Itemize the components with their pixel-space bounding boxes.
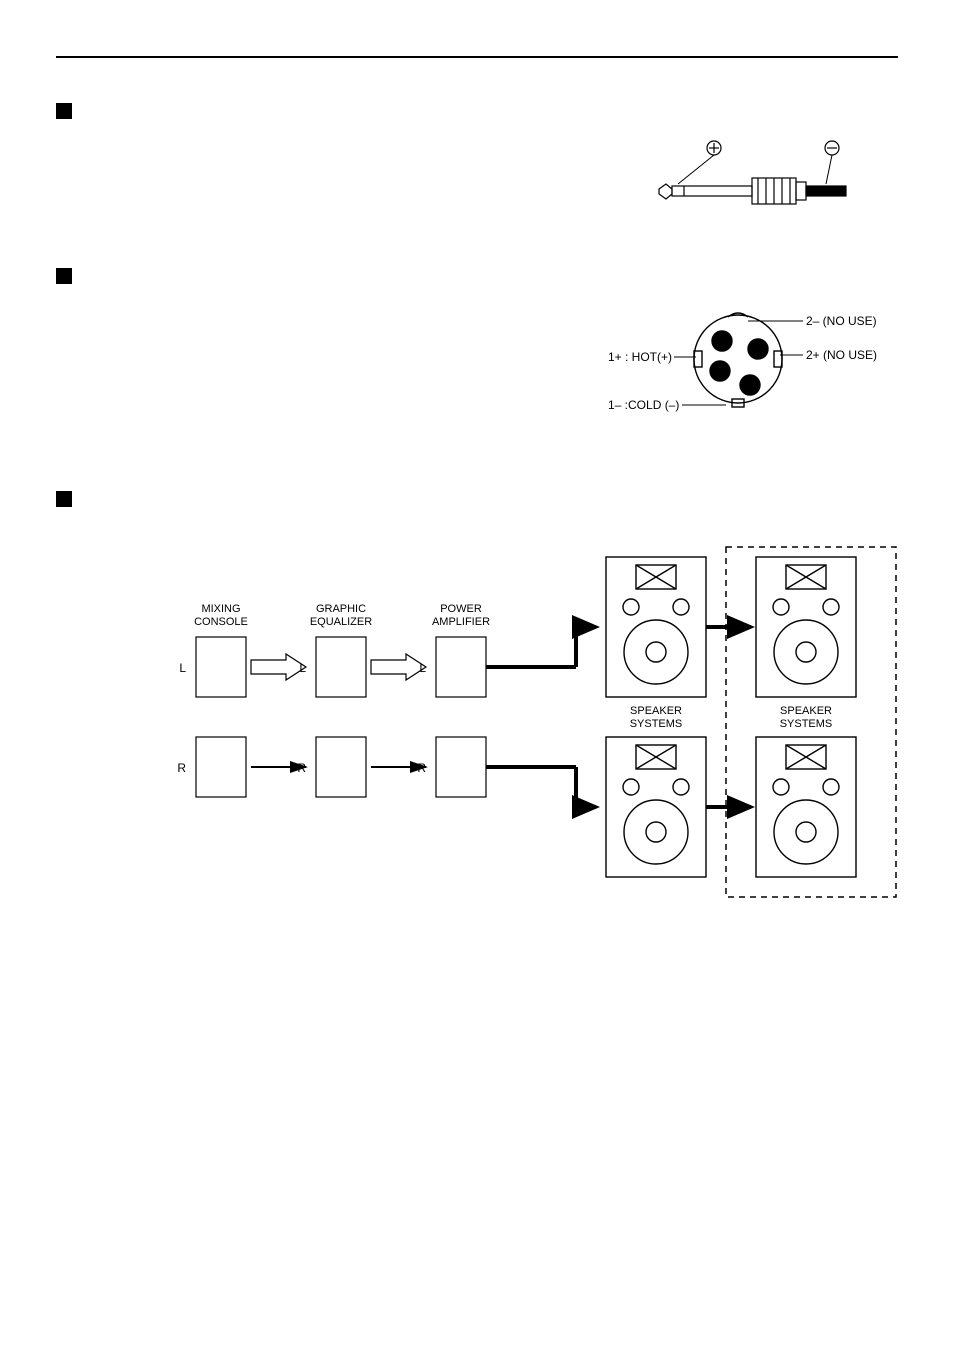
label-2plus: 2+ (NO USE): [806, 348, 877, 362]
page: 2– (NO USE) 2+ (NO USE) 1+ : HOT(+) 1– :…: [0, 0, 954, 1007]
square-bullet-icon: [56, 268, 72, 284]
svg-text:SPEAKER: SPEAKER: [630, 705, 682, 717]
label-2minus: 2– (NO USE): [806, 314, 877, 328]
page-title: [56, 50, 898, 58]
svg-text:CONSOLE: CONSOLE: [194, 616, 248, 628]
svg-text:SPEAKER: SPEAKER: [780, 705, 832, 717]
fullrange-flow-diagram: MIXING CONSOLE GRAPHIC EQUALIZER POWER A…: [156, 542, 898, 907]
svg-text:L: L: [179, 661, 186, 675]
svg-text:EQUALIZER: EQUALIZER: [310, 616, 372, 628]
section-fullrange: MIXING CONSOLE GRAPHIC EQUALIZER POWER A…: [56, 488, 898, 907]
heading-neutrik: [56, 265, 898, 289]
label-eq: GRAPHIC: [316, 603, 366, 615]
svg-text:SYSTEMS: SYSTEMS: [780, 718, 833, 730]
square-bullet-icon: [56, 491, 72, 507]
square-bullet-icon: [56, 103, 72, 119]
heading-fullrange: [56, 488, 898, 512]
heading-phone: [56, 100, 898, 124]
label-1minus: 1– :COLD (–): [608, 398, 679, 412]
svg-text:AMPLIFIER: AMPLIFIER: [432, 616, 490, 628]
label-mixing: MIXING: [201, 603, 240, 615]
svg-text:SYSTEMS: SYSTEMS: [630, 718, 683, 730]
label-1plus: 1+ : HOT(+): [608, 350, 672, 364]
section-neutrik: 2– (NO USE) 2+ (NO USE) 1+ : HOT(+) 1– :…: [56, 265, 898, 452]
section-phone: [56, 100, 898, 229]
phone-diagram: [654, 134, 898, 229]
svg-text:R: R: [177, 761, 186, 775]
label-amp: POWER: [440, 603, 482, 615]
neutrik-diagram: 2– (NO USE) 2+ (NO USE) 1+ : HOT(+) 1– :…: [608, 299, 898, 452]
